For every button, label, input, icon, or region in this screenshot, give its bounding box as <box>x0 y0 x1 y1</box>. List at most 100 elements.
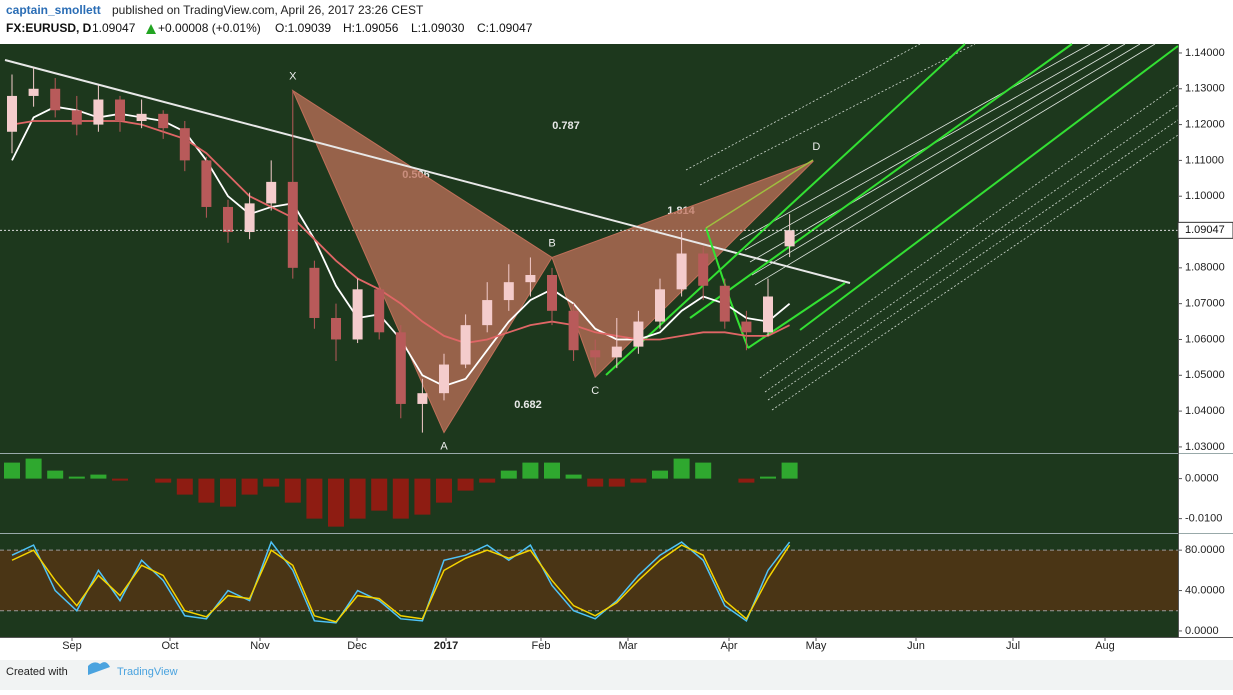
x-tick-label: Sep <box>62 640 82 652</box>
candle-body <box>633 321 644 347</box>
histogram-bar <box>760 476 776 479</box>
histogram-bar <box>220 478 236 507</box>
histogram-bar <box>608 478 625 487</box>
band <box>0 550 1178 611</box>
ratio-label: 0.682 <box>514 399 542 411</box>
histogram-bar <box>241 478 258 495</box>
candle-body <box>503 282 514 301</box>
pattern-point-label: C <box>591 385 599 397</box>
y-tick-label: 1.12000 <box>1185 118 1225 130</box>
histogram-bar <box>284 478 301 503</box>
open: O:1.09039 <box>275 21 331 35</box>
up-arrow <box>146 24 156 34</box>
x-tick-label: Jul <box>1006 640 1020 652</box>
axis-bg <box>1178 44 1233 637</box>
candle-body <box>590 350 601 358</box>
pattern-xab <box>291 89 553 434</box>
candle-body <box>698 253 709 286</box>
y-tick-label: 40.0000 <box>1185 584 1225 596</box>
trend-line <box>4 59 851 284</box>
pattern-point-label: A <box>440 440 448 452</box>
candle-body <box>763 296 773 333</box>
pattern-point-label: X <box>289 70 297 82</box>
candle-body <box>266 181 277 204</box>
histogram-bar <box>306 478 323 519</box>
histogram-bar <box>263 478 280 487</box>
last-price-label: 1.09047 <box>1185 224 1225 236</box>
candle-body <box>179 128 190 161</box>
candle-body <box>352 289 363 340</box>
x-tick-label: Aug <box>1095 640 1115 652</box>
histogram-bar <box>68 476 85 479</box>
candle-body <box>655 289 665 322</box>
histogram-bar <box>47 470 64 479</box>
pitchfork-dotted <box>685 43 1179 411</box>
candle-body <box>115 99 125 122</box>
histogram-bar <box>479 478 496 483</box>
candle-body <box>244 203 255 233</box>
histogram-bar <box>392 478 409 519</box>
histogram-bar <box>544 462 560 479</box>
candle-body <box>331 317 341 340</box>
candle-body <box>741 321 752 333</box>
y-tick-label: 1.05000 <box>1185 369 1225 381</box>
y-tick-label: 1.06000 <box>1185 333 1225 345</box>
histogram-bar <box>112 478 128 481</box>
last: 1.09047 <box>92 21 136 35</box>
candle-body <box>568 310 579 351</box>
histogram-bar <box>4 462 20 479</box>
candle-body <box>676 253 687 290</box>
candle-body <box>482 300 493 326</box>
y-tick-label: 0.0000 <box>1185 625 1219 637</box>
candle-body <box>374 289 385 333</box>
y-tick-label: 80.0000 <box>1185 544 1225 556</box>
brand[interactable]: TradingView <box>117 666 178 678</box>
y-tick-label: 1.07000 <box>1185 298 1225 310</box>
candle-body <box>223 206 233 233</box>
histogram-bar <box>155 478 172 483</box>
author[interactable]: captain_smollett <box>6 3 101 17</box>
candle-body <box>28 88 39 96</box>
x-tick-label: Apr <box>720 640 737 652</box>
histogram-bar <box>457 478 474 491</box>
candle-body <box>784 230 795 247</box>
candle-body <box>71 110 82 125</box>
candle-body <box>417 393 428 404</box>
y-tick-label: 1.10000 <box>1185 190 1225 202</box>
histogram-bar <box>371 478 388 511</box>
candle-body <box>136 113 147 122</box>
histogram-bar <box>652 470 668 479</box>
x-tick-label: Mar <box>619 640 638 652</box>
y-tick-label: 1.14000 <box>1185 47 1225 59</box>
histogram-bar <box>630 478 647 483</box>
published: published on TradingView.com, April 26, … <box>112 3 424 17</box>
candle-body <box>7 95 17 132</box>
y-tick-label: 0.0000 <box>1185 473 1219 485</box>
y-tick-label: 1.13000 <box>1185 83 1225 95</box>
x-tick-label: Jun <box>907 640 925 652</box>
histogram-bar <box>522 462 539 479</box>
histogram-bar <box>90 474 107 479</box>
histogram-bar <box>176 478 193 495</box>
histogram-bar <box>328 478 344 527</box>
x-tick-label: 2017 <box>434 640 458 652</box>
leg-line <box>705 159 814 229</box>
candle-body <box>439 364 449 394</box>
candle-body <box>719 285 730 322</box>
histogram-bar <box>587 478 604 487</box>
x-tick-label: Oct <box>161 640 178 652</box>
histogram-bar <box>695 462 712 479</box>
x-tick-label: May <box>806 640 827 652</box>
histogram-bar <box>565 474 582 479</box>
candle-body <box>309 267 320 318</box>
histogram-bar <box>436 478 452 503</box>
histogram-bar <box>781 462 798 479</box>
candle-body <box>287 181 298 268</box>
close: C:1.09047 <box>477 21 533 35</box>
logo <box>88 662 110 675</box>
oscillator-line <box>11 544 791 623</box>
candle-body <box>611 346 622 358</box>
candle-body <box>525 275 536 283</box>
y-tick-label: 1.04000 <box>1185 405 1225 417</box>
